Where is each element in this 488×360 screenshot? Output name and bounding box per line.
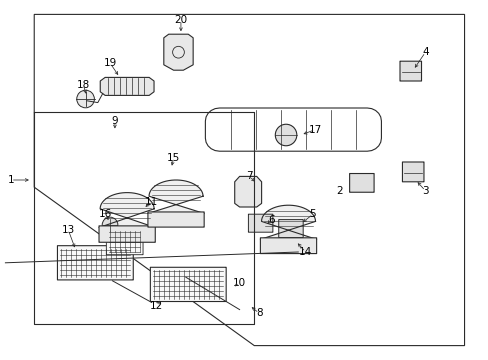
Text: 1: 1 [7,175,14,185]
FancyBboxPatch shape [399,61,421,81]
Text: 13: 13 [61,225,75,235]
Text: 5: 5 [309,209,316,219]
FancyBboxPatch shape [150,267,226,302]
Circle shape [275,124,296,146]
FancyBboxPatch shape [349,174,373,192]
Text: 16: 16 [98,209,112,219]
FancyBboxPatch shape [57,246,133,280]
Polygon shape [260,205,316,239]
FancyBboxPatch shape [278,220,303,238]
Text: 10: 10 [233,278,245,288]
Text: 18: 18 [76,80,90,90]
FancyBboxPatch shape [106,228,143,255]
Circle shape [102,217,118,233]
Text: 4: 4 [421,47,428,57]
Text: 11: 11 [144,197,158,207]
Polygon shape [147,180,204,213]
Text: 6: 6 [267,215,274,225]
Polygon shape [234,176,261,207]
Text: 17: 17 [308,125,322,135]
FancyBboxPatch shape [260,238,316,253]
Text: 20: 20 [174,15,187,25]
FancyBboxPatch shape [248,214,272,232]
Text: 9: 9 [111,116,118,126]
Text: 8: 8 [255,308,262,318]
Polygon shape [100,77,154,95]
Polygon shape [163,34,193,70]
Text: 2: 2 [336,186,343,196]
Text: 7: 7 [245,171,252,181]
FancyBboxPatch shape [99,226,155,242]
Text: 14: 14 [298,247,312,257]
Polygon shape [99,193,155,228]
Text: 3: 3 [421,186,428,196]
Text: 15: 15 [166,153,180,163]
FancyBboxPatch shape [402,162,423,182]
Text: 19: 19 [103,58,117,68]
FancyBboxPatch shape [147,212,204,227]
Text: 12: 12 [149,301,163,311]
Circle shape [77,90,94,108]
